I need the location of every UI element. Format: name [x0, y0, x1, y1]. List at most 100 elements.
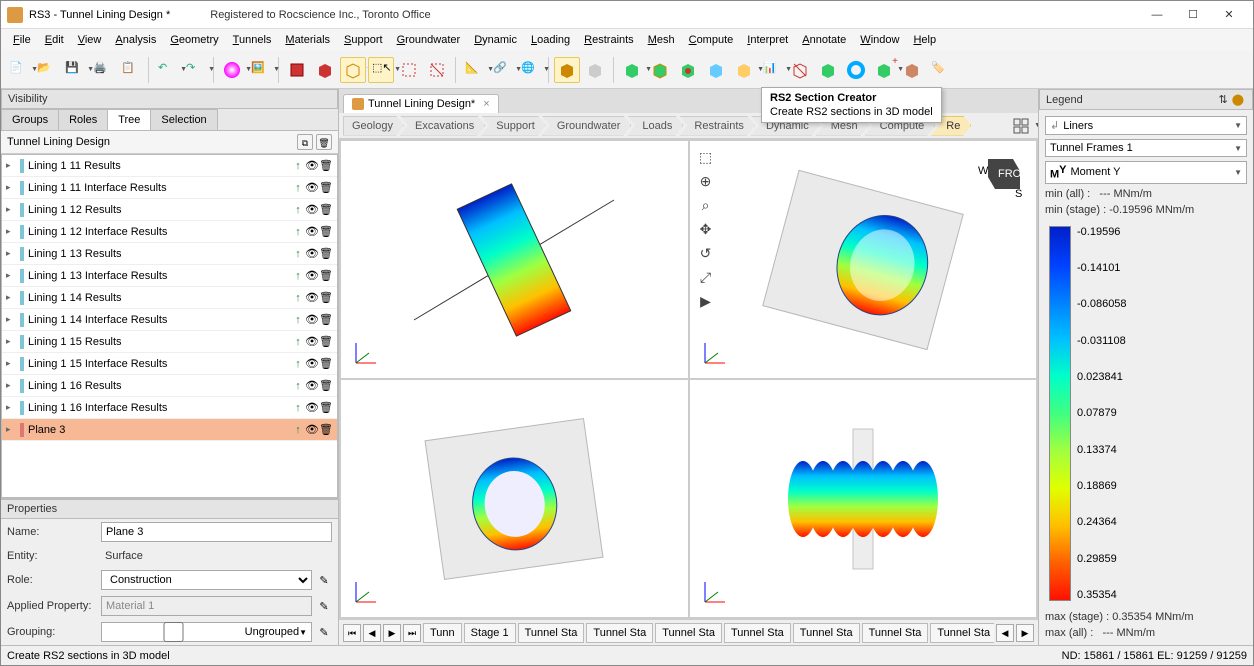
- stage-prev-button[interactable]: ◀: [363, 624, 381, 642]
- crumb-excavations[interactable]: Excavations: [400, 116, 485, 136]
- chart-button[interactable]: 📊▼: [759, 57, 785, 83]
- maximize-button[interactable]: ☐: [1175, 4, 1211, 26]
- menu-groundwater[interactable]: Groundwater: [391, 32, 467, 48]
- legend-liners-dropdown[interactable]: ↲Liners▼: [1045, 116, 1247, 135]
- tree-row[interactable]: ▸Lining 1 13 Results↑👁🗑: [2, 243, 337, 265]
- rs2-section-button[interactable]: [554, 57, 580, 83]
- tree-row[interactable]: ▸Lining 1 16 Results↑👁🗑: [2, 375, 337, 397]
- crumb-loads[interactable]: Loads: [627, 116, 683, 136]
- cube-plus-button[interactable]: +▼: [871, 57, 897, 83]
- stage-scroll-left-button[interactable]: ◀: [996, 624, 1014, 642]
- viewport-tool-4[interactable]: ↺: [696, 243, 716, 263]
- tree-row[interactable]: ▸Lining 1 14 Interface Results↑👁🗑: [2, 309, 337, 331]
- view-cube-1-button[interactable]: ▼: [619, 57, 645, 83]
- tree-row[interactable]: ▸Lining 1 14 Results↑👁🗑: [2, 287, 337, 309]
- cube-v1-button[interactable]: [815, 57, 841, 83]
- solid-cube-button[interactable]: [312, 57, 338, 83]
- image-button[interactable]: 🖼️▼: [247, 57, 273, 83]
- row-up-icon[interactable]: ↑: [291, 160, 305, 172]
- view-cube-2-button[interactable]: [647, 57, 673, 83]
- row-delete-icon[interactable]: 🗑: [319, 291, 333, 304]
- row-up-icon[interactable]: ↑: [291, 248, 305, 260]
- vis-tab-groups[interactable]: Groups: [1, 109, 59, 130]
- select-arrow-button[interactable]: ⬚↖▼: [368, 57, 394, 83]
- view-cube-5-button[interactable]: ▼: [731, 57, 757, 83]
- grouping-checkbox[interactable]: [106, 622, 241, 642]
- row-up-icon[interactable]: ↑: [291, 424, 305, 436]
- dashed-rect-x-button[interactable]: [424, 57, 450, 83]
- row-visibility-icon[interactable]: 👁: [305, 401, 319, 414]
- row-visibility-icon[interactable]: 👁: [305, 313, 319, 326]
- tree-row[interactable]: ▸Lining 1 13 Interface Results↑👁🗑: [2, 265, 337, 287]
- viewport-tool-0[interactable]: ⬚: [696, 147, 716, 167]
- menu-annotate[interactable]: Annotate: [796, 32, 852, 48]
- row-delete-icon[interactable]: 🗑: [319, 313, 333, 326]
- vis-tab-roles[interactable]: Roles: [58, 109, 108, 130]
- row-up-icon[interactable]: ↑: [291, 204, 305, 216]
- measure-button[interactable]: 📐▼: [461, 57, 487, 83]
- viewport-top-left[interactable]: [341, 141, 688, 378]
- save-button[interactable]: 💾▼: [61, 57, 87, 83]
- tree-row[interactable]: ▸Lining 1 12 Interface Results↑👁🗑: [2, 221, 337, 243]
- dashed-rect-button[interactable]: [396, 57, 422, 83]
- tree-row[interactable]: ▸Plane 3↑👁🗑: [2, 419, 337, 441]
- row-up-icon[interactable]: ↑: [291, 314, 305, 326]
- viewport-tool-6[interactable]: ▶: [696, 291, 716, 311]
- color-wheel-button[interactable]: ▼: [219, 57, 245, 83]
- menu-edit[interactable]: Edit: [39, 32, 70, 48]
- row-up-icon[interactable]: ↑: [291, 358, 305, 370]
- legend-tool2-icon[interactable]: ⬤: [1232, 93, 1244, 106]
- row-visibility-icon[interactable]: 👁: [305, 291, 319, 304]
- applied-edit-icon[interactable]: ✎: [316, 600, 332, 613]
- row-visibility-icon[interactable]: 👁: [305, 181, 319, 194]
- view-cube-3-button[interactable]: [675, 57, 701, 83]
- section-grey-button[interactable]: [582, 57, 608, 83]
- tree-row[interactable]: ▸Lining 1 11 Results↑👁🗑: [2, 155, 337, 177]
- row-up-icon[interactable]: ↑: [291, 380, 305, 392]
- menu-interpret[interactable]: Interpret: [741, 32, 794, 48]
- prop-role-select[interactable]: Construction: [101, 570, 312, 590]
- menu-geometry[interactable]: Geometry: [164, 32, 224, 48]
- row-delete-icon[interactable]: 🗑: [319, 159, 333, 172]
- row-delete-icon[interactable]: 🗑: [319, 423, 333, 436]
- tree-row[interactable]: ▸Lining 1 11 Interface Results↑👁🗑: [2, 177, 337, 199]
- row-delete-icon[interactable]: 🗑: [319, 269, 333, 282]
- row-up-icon[interactable]: ↑: [291, 270, 305, 282]
- stage-tab[interactable]: Tunnel Sta: [793, 623, 860, 643]
- row-delete-icon[interactable]: 🗑: [319, 379, 333, 392]
- redo-button[interactable]: ↷▼: [182, 57, 208, 83]
- menu-support[interactable]: Support: [338, 32, 389, 48]
- row-visibility-icon[interactable]: 👁: [305, 269, 319, 282]
- no-cube-button[interactable]: [787, 57, 813, 83]
- row-delete-icon[interactable]: 🗑: [319, 401, 333, 414]
- row-visibility-icon[interactable]: 👁: [305, 379, 319, 392]
- row-visibility-icon[interactable]: 👁: [305, 357, 319, 370]
- new-file-button[interactable]: 📄▼: [5, 57, 31, 83]
- menu-file[interactable]: File: [7, 32, 37, 48]
- row-delete-icon[interactable]: 🗑: [319, 357, 333, 370]
- row-delete-icon[interactable]: 🗑: [319, 181, 333, 194]
- menu-help[interactable]: Help: [907, 32, 942, 48]
- box-tool-button[interactable]: [284, 57, 310, 83]
- row-visibility-icon[interactable]: 👁: [305, 225, 319, 238]
- legend-tool1-icon[interactable]: ⇅: [1218, 93, 1227, 106]
- row-visibility-icon[interactable]: 👁: [305, 423, 319, 436]
- viewport-bottom-left[interactable]: [341, 380, 688, 617]
- stage-tab[interactable]: Tunnel Sta: [586, 623, 653, 643]
- stage-tab[interactable]: Tunnel Sta: [930, 623, 994, 643]
- row-up-icon[interactable]: ↑: [291, 402, 305, 414]
- row-delete-icon[interactable]: 🗑: [319, 225, 333, 238]
- stage-tab[interactable]: Tunn: [423, 623, 462, 643]
- stage-tab[interactable]: Tunnel Sta: [862, 623, 929, 643]
- stage-next-button[interactable]: ▶: [383, 624, 401, 642]
- stage-tab[interactable]: Tunnel Sta: [724, 623, 791, 643]
- vis-tab-tree[interactable]: Tree: [107, 109, 151, 130]
- menu-mesh[interactable]: Mesh: [642, 32, 681, 48]
- viewport-tool-1[interactable]: ⊕: [696, 171, 716, 191]
- row-visibility-icon[interactable]: 👁: [305, 247, 319, 260]
- menu-tunnels[interactable]: Tunnels: [227, 32, 278, 48]
- wire-cube-button[interactable]: ▼: [340, 57, 366, 83]
- viewport-top-right[interactable]: ⬚⊕⌕✥↺⤢▶ FRONTWS: [690, 141, 1037, 378]
- row-delete-icon[interactable]: 🗑: [319, 203, 333, 216]
- viewport-tool-3[interactable]: ✥: [696, 219, 716, 239]
